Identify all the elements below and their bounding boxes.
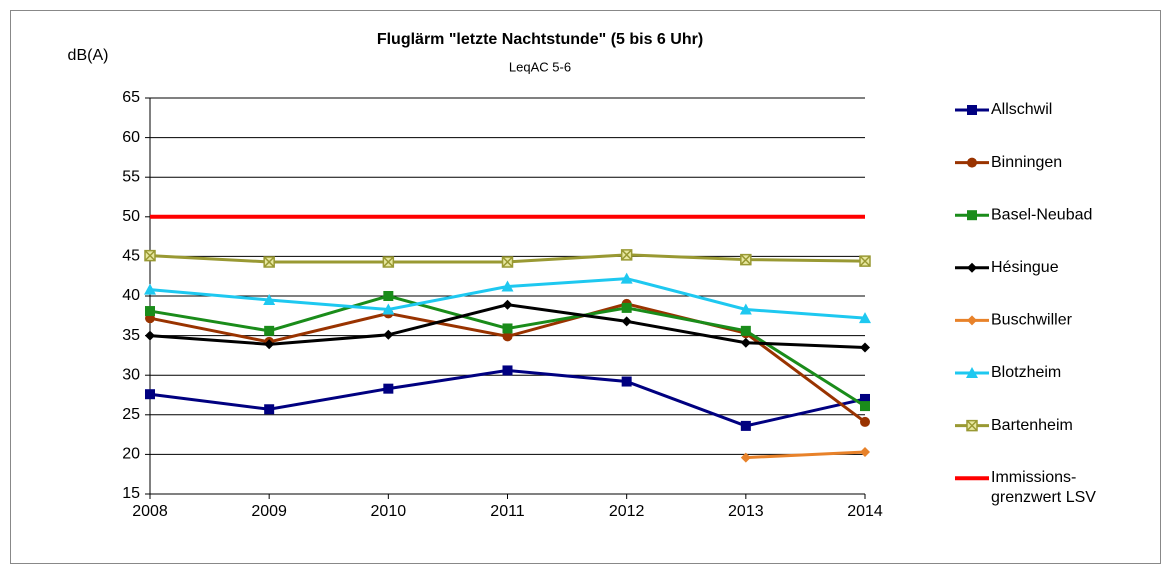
- legend-label: Immissions-grenzwert LSV: [991, 469, 1096, 506]
- marker: [740, 420, 751, 431]
- marker: [621, 376, 632, 387]
- legend-label: Allschwil: [991, 101, 1052, 118]
- x-tick-label: 2012: [609, 503, 645, 520]
- y-tick-label: 40: [122, 287, 140, 304]
- marker: [502, 331, 513, 342]
- marker: [501, 256, 514, 268]
- x-tick-label: 2014: [847, 503, 883, 520]
- legend-label: Blotzheim: [991, 364, 1061, 381]
- marker: [860, 401, 870, 412]
- marker: [967, 105, 977, 115]
- marker: [382, 256, 395, 268]
- x-tick-label: 2009: [251, 503, 287, 520]
- marker: [145, 306, 155, 317]
- marker: [383, 383, 394, 394]
- marker: [621, 302, 632, 313]
- marker: [145, 330, 155, 341]
- marker: [860, 393, 870, 404]
- y-tick-label: 45: [122, 248, 140, 265]
- marker: [263, 256, 275, 268]
- marker: [859, 312, 871, 324]
- x-tick-label: 2011: [490, 503, 525, 520]
- marker: [620, 249, 633, 261]
- y-tick-label: 35: [122, 327, 140, 344]
- marker: [740, 325, 751, 336]
- marker: [740, 253, 752, 266]
- y-tick-label: 55: [122, 168, 140, 185]
- marker: [966, 367, 978, 378]
- y-tick-label: 25: [122, 406, 140, 423]
- marker: [860, 342, 870, 353]
- marker: [860, 447, 870, 458]
- chart-title: Fluglärm "letzte Nachtstunde" (5 bis 6 U…: [377, 31, 703, 48]
- legend-label: Bartenheim: [991, 417, 1073, 434]
- y-axis-label: dB(A): [68, 47, 109, 64]
- marker: [859, 255, 871, 267]
- y-tick-label: 20: [122, 446, 140, 463]
- marker: [621, 316, 632, 327]
- marker: [144, 283, 156, 295]
- marker: [501, 280, 514, 292]
- marker: [740, 452, 751, 463]
- marker: [739, 303, 752, 315]
- marker: [502, 365, 513, 376]
- marker: [967, 157, 977, 168]
- marker: [502, 299, 513, 310]
- y-tick-label: 65: [122, 89, 140, 106]
- marker: [263, 293, 276, 305]
- x-tick-label: 2010: [371, 503, 407, 520]
- marker: [967, 262, 977, 273]
- x-tick-label: 2008: [132, 503, 168, 520]
- legend-label: Basel-Neubad: [991, 206, 1092, 223]
- marker: [144, 249, 156, 262]
- marker: [502, 323, 513, 334]
- chart-border: [10, 10, 1161, 564]
- legend-label: Binningen: [991, 154, 1062, 171]
- y-tick-label: 60: [122, 129, 140, 146]
- marker: [264, 339, 275, 350]
- marker: [860, 416, 870, 427]
- y-tick-label: 50: [122, 208, 140, 225]
- marker: [264, 325, 275, 336]
- series-line: [745, 450, 866, 460]
- marker: [967, 210, 977, 221]
- marker: [382, 303, 395, 315]
- legend-label: Hésingue: [991, 259, 1059, 276]
- chart-subtitle: LeqAC 5-6: [509, 59, 571, 74]
- marker: [383, 329, 394, 340]
- marker: [740, 337, 751, 348]
- marker: [620, 272, 633, 284]
- legend-label: Buschwiller: [991, 312, 1073, 329]
- marker: [967, 315, 977, 326]
- marker: [264, 404, 275, 415]
- marker: [145, 389, 155, 400]
- x-tick-label: 2013: [728, 503, 764, 520]
- marker: [966, 419, 978, 432]
- y-tick-label: 15: [122, 485, 140, 502]
- marker: [383, 291, 394, 301]
- y-tick-label: 30: [122, 366, 140, 383]
